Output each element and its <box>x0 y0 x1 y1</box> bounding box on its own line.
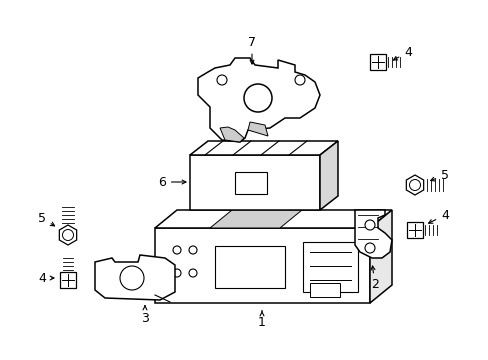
Polygon shape <box>198 58 319 142</box>
Text: 6: 6 <box>158 176 185 189</box>
Circle shape <box>408 180 420 190</box>
Polygon shape <box>354 210 391 258</box>
Circle shape <box>120 266 143 290</box>
Text: 1: 1 <box>258 311 265 329</box>
Bar <box>369 54 385 70</box>
Bar <box>215 246 285 288</box>
Bar <box>235 172 266 194</box>
Circle shape <box>364 243 374 253</box>
Polygon shape <box>190 141 337 155</box>
Bar <box>190 155 319 210</box>
Polygon shape <box>406 175 423 195</box>
Bar <box>303 242 357 292</box>
Text: 4: 4 <box>427 208 448 223</box>
Circle shape <box>62 230 73 240</box>
Text: 4: 4 <box>38 271 54 284</box>
Text: 5: 5 <box>430 168 448 181</box>
Circle shape <box>173 269 181 277</box>
Circle shape <box>217 75 226 85</box>
Circle shape <box>173 246 181 254</box>
Bar <box>406 222 422 238</box>
Circle shape <box>294 75 305 85</box>
Circle shape <box>364 220 374 230</box>
Bar <box>309 283 339 297</box>
Text: 2: 2 <box>370 266 378 292</box>
Polygon shape <box>220 127 244 142</box>
Polygon shape <box>95 255 175 300</box>
Bar <box>60 272 76 288</box>
Polygon shape <box>319 141 337 210</box>
Polygon shape <box>209 210 302 228</box>
Circle shape <box>189 246 197 254</box>
Polygon shape <box>155 210 391 228</box>
Polygon shape <box>247 122 267 136</box>
Text: 3: 3 <box>141 306 149 324</box>
Text: 4: 4 <box>393 45 411 60</box>
Text: 7: 7 <box>247 36 256 64</box>
Bar <box>155 228 369 303</box>
Circle shape <box>244 84 271 112</box>
Polygon shape <box>59 225 77 245</box>
Text: 5: 5 <box>38 212 55 226</box>
Polygon shape <box>369 210 391 303</box>
Circle shape <box>189 269 197 277</box>
